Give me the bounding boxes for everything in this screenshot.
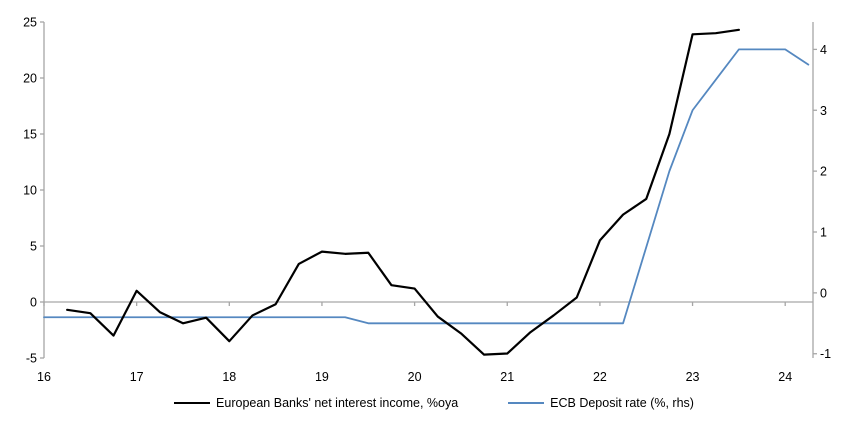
net-interest-income-line <box>66 28 740 356</box>
right-axis-tick-label: 2 <box>820 165 827 179</box>
x-axis-tick-label: 19 <box>315 370 329 384</box>
legend-label-net-interest-income: European Banks' net interest income, %oy… <box>216 396 459 410</box>
left-axis-tick-label: 20 <box>23 72 37 86</box>
left-axis-tick-label: 15 <box>23 128 37 142</box>
right-axis-tick-label: 4 <box>820 43 827 57</box>
x-axis-tick-label: 22 <box>593 370 607 384</box>
legend-item-ecb-deposit-rate: ECB Deposit rate (%, rhs) <box>508 396 694 410</box>
left-axis-tick-label: -5 <box>26 352 37 366</box>
x-axis-tick-label: 16 <box>37 370 51 384</box>
left-axis-tick-label: 10 <box>23 184 37 198</box>
blue-line-swatch <box>508 402 545 404</box>
legend-item-net-interest-income: European Banks' net interest income, %oy… <box>174 396 458 410</box>
x-axis-tick-label: 17 <box>130 370 144 384</box>
x-axis-tick-label: 24 <box>778 370 792 384</box>
black-line-swatch <box>174 402 211 404</box>
legend-label-ecb-deposit-rate: ECB Deposit rate (%, rhs) <box>550 396 694 410</box>
right-axis-tick-label: 3 <box>820 104 827 118</box>
x-axis-tick-label: 18 <box>222 370 236 384</box>
left-axis-tick-label: 25 <box>23 16 37 30</box>
x-axis-tick-label: 20 <box>408 370 422 384</box>
legend: European Banks' net interest income, %oy… <box>0 396 852 410</box>
x-axis-tick-label: 21 <box>500 370 514 384</box>
left-axis-tick-label: 0 <box>30 296 37 310</box>
right-axis-tick-label: 1 <box>820 226 827 240</box>
ecb-deposit-rate-line <box>43 48 810 325</box>
right-axis-tick-label: -1 <box>820 347 831 361</box>
x-axis-tick-label: 23 <box>686 370 700 384</box>
right-axis-tick-label: 0 <box>820 286 827 300</box>
left-axis-tick-label: 5 <box>30 240 37 254</box>
